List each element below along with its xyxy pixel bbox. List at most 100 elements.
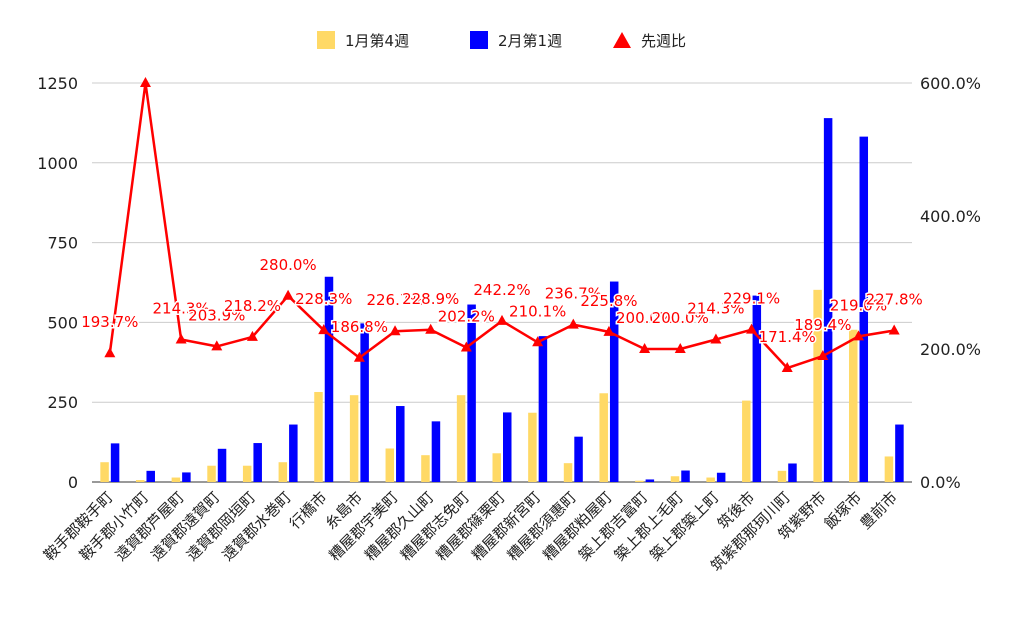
data-label: 218.2%: [224, 297, 281, 315]
bar-1月第4週: [599, 393, 608, 482]
bar-1月第4週: [884, 456, 894, 482]
legend-label: 先週比: [641, 32, 686, 50]
bar-1月第4週: [456, 395, 466, 482]
bar-2月第1週: [217, 448, 227, 482]
bar-2月第1週: [431, 421, 441, 482]
y-right-tick-label: 600.0%: [920, 74, 981, 93]
bar-1月第4週: [314, 391, 323, 482]
data-label: 200.0%: [616, 309, 673, 327]
bar-2月第1週: [859, 136, 869, 482]
data-label: 200.0%: [652, 309, 709, 327]
x-tick-label: 豊前市: [856, 488, 901, 533]
bar-2月第1週: [182, 472, 191, 482]
bar-2月第1週: [396, 406, 405, 482]
line-marker: [425, 323, 437, 334]
y-right-tick-label: 0.0%: [920, 473, 961, 492]
data-label: 189.4%: [794, 316, 851, 334]
legend-swatch: [613, 32, 631, 48]
line-marker: [211, 340, 223, 351]
data-label: 236.7%: [545, 285, 602, 303]
bar-2月第1週: [788, 463, 797, 482]
line-先週比: [108, 81, 895, 370]
bar-2月第1週: [752, 295, 762, 482]
x-tick-label: 行橋市: [286, 488, 331, 533]
y-left-tick-label: 0: [68, 473, 78, 492]
bar-2月第1週: [574, 436, 583, 482]
bar-1月第4週: [635, 480, 644, 482]
bar-1月第4週: [207, 465, 216, 482]
line-marker: [781, 362, 793, 373]
data-label: 228.3%: [295, 290, 352, 308]
data-label: 219.0%: [830, 296, 887, 314]
line-marker: [710, 333, 722, 344]
bar-1月第4週: [421, 455, 430, 482]
bar-1月第4週: [242, 465, 252, 482]
bar-2月第1週: [503, 412, 512, 482]
bar-1月第4週: [706, 477, 715, 482]
line-marker: [318, 324, 330, 335]
line-marker: [853, 330, 865, 341]
bar-2月第1週: [467, 304, 476, 482]
bar-2月第1週: [681, 470, 690, 482]
x-tick-label: 飯塚市: [821, 488, 866, 533]
line-marker: [817, 350, 829, 361]
bar-1月第4週: [670, 476, 680, 482]
bar-1月第4週: [278, 462, 288, 482]
line-marker: [496, 314, 508, 325]
y-left-tick-label: 750: [47, 234, 78, 253]
line-marker: [567, 318, 579, 329]
bar-2月第1週: [895, 424, 904, 482]
bar-2月第1週: [716, 472, 726, 482]
line-marker: [246, 330, 258, 341]
bar-2月第1週: [324, 276, 334, 482]
bar-1月第4週: [135, 480, 145, 482]
line-marker: [674, 343, 686, 353]
bar-1月第4週: [742, 400, 751, 482]
line-marker: [175, 333, 187, 344]
bar-2月第1週: [289, 424, 298, 482]
bar-1月第4週: [171, 477, 181, 482]
legend-label: 2月第1週: [498, 32, 562, 50]
data-label: 186.8%: [331, 318, 388, 336]
bar-2月第1週: [253, 443, 262, 482]
line-marker: [639, 343, 651, 353]
line-marker: [139, 77, 151, 87]
bar-2月第1週: [360, 323, 369, 482]
bar-2月第1週: [609, 281, 619, 482]
bar-1月第4週: [849, 329, 858, 482]
bar-1月第4週: [492, 453, 501, 482]
y-left-tick-label: 500: [47, 313, 78, 332]
line-marker: [888, 324, 900, 335]
line-marker: [746, 323, 758, 334]
data-label: 210.1%: [509, 302, 566, 320]
data-label: 226.7%: [366, 291, 423, 309]
data-label: 214.3%: [687, 299, 744, 317]
data-label: 202.2%: [438, 308, 495, 326]
y-right-tick-label: 200.0%: [920, 340, 981, 359]
bar-2月第1週: [538, 336, 548, 482]
bar-1月第4週: [385, 448, 395, 482]
line-marker: [603, 325, 615, 336]
data-label: 242.2%: [473, 281, 530, 299]
bar-2月第1週: [146, 470, 155, 482]
y-right-tick-label: 400.0%: [920, 207, 981, 226]
data-label: 228.9%: [402, 290, 459, 308]
line-marker: [282, 289, 294, 300]
line-marker: [532, 336, 544, 347]
bar-2月第1週: [645, 479, 655, 482]
bar-1月第4週: [349, 395, 359, 482]
bar-2月第1週: [110, 443, 120, 482]
line-marker: [104, 347, 116, 358]
line-marker: [389, 325, 401, 336]
data-label: 225.8%: [580, 292, 637, 310]
bar-2月第1週: [823, 118, 833, 482]
legend-label: 1月第4週: [345, 32, 409, 50]
data-label: 227.8%: [866, 291, 923, 309]
line-marker: [353, 351, 365, 362]
bar-1月第4週: [100, 462, 109, 482]
y-left-tick-label: 1250: [37, 74, 78, 93]
line-marker: [460, 341, 472, 352]
data-label: 171.4%: [759, 328, 816, 346]
